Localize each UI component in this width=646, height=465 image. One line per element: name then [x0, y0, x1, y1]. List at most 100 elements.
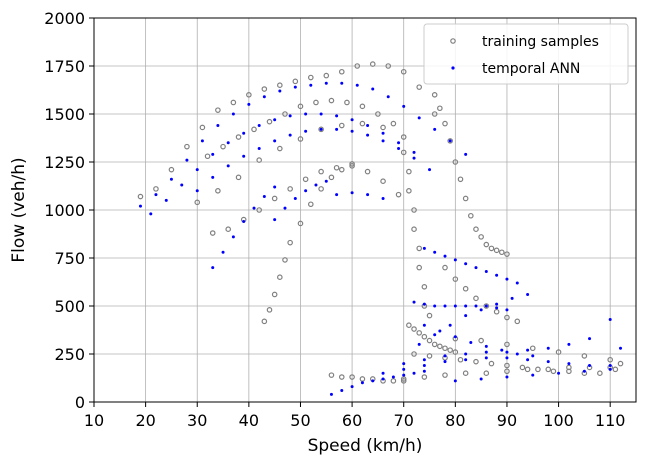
training-sample-point — [421, 374, 428, 380]
temporal-ann-point — [443, 354, 447, 358]
y-tick-label: 1750 — [44, 57, 85, 76]
temporal-ann-point — [149, 212, 153, 216]
x-tick-label: 70 — [394, 411, 414, 430]
temporal-ann-point — [448, 323, 452, 327]
training-sample-point — [349, 163, 355, 169]
training-sample-point — [493, 308, 500, 315]
training-sample-point — [297, 103, 304, 110]
temporal-ann-point — [464, 358, 468, 362]
training-sample-point — [493, 247, 500, 254]
temporal-ann-point — [588, 364, 592, 368]
training-sample-point — [498, 249, 505, 256]
legend-marker-training-samples — [450, 38, 456, 44]
training-sample-point — [452, 159, 459, 165]
temporal-ann-point — [453, 379, 457, 383]
temporal-ann-point — [397, 147, 401, 151]
temporal-ann-point — [211, 266, 215, 270]
temporal-ann-point — [433, 304, 437, 308]
temporal-ann-point — [526, 348, 530, 352]
training-sample-point — [277, 274, 283, 281]
training-sample-point — [199, 124, 206, 131]
temporal-ann-point — [350, 191, 354, 195]
temporal-ann-point — [324, 179, 328, 183]
training-sample-point — [338, 374, 345, 380]
temporal-ann-point — [422, 302, 426, 306]
series-0 — [137, 61, 624, 384]
training-sample-point — [282, 111, 288, 117]
training-sample-point — [302, 176, 309, 183]
training-sample-point — [400, 149, 407, 156]
training-sample-point — [607, 356, 613, 363]
data-points — [137, 61, 624, 396]
training-sample-point — [153, 186, 159, 192]
temporal-ann-point — [495, 306, 499, 310]
training-sample-point — [478, 234, 484, 240]
training-sample-point — [416, 264, 423, 271]
temporal-ann-point — [531, 373, 535, 377]
temporal-ann-point — [273, 118, 277, 122]
temporal-ann-point — [443, 254, 447, 258]
training-sample-point — [194, 199, 201, 206]
training-sample-point — [344, 99, 350, 106]
temporal-ann-point — [402, 367, 406, 371]
temporal-ann-point — [422, 246, 426, 250]
temporal-ann-point — [242, 220, 246, 224]
temporal-ann-point — [231, 112, 235, 116]
training-sample-point — [277, 82, 283, 89]
training-sample-point — [328, 372, 335, 378]
y-tick-label: 250 — [54, 345, 85, 364]
training-sample-point — [566, 364, 572, 371]
training-sample-point — [375, 111, 381, 117]
temporal-ann-point — [371, 379, 375, 383]
training-sample-point — [297, 220, 304, 227]
training-sample-point — [462, 370, 469, 377]
temporal-ann-point — [608, 367, 612, 371]
training-sample-point — [282, 257, 288, 263]
training-sample-point — [364, 168, 371, 175]
training-sample-point — [338, 122, 345, 129]
training-sample-point — [390, 378, 397, 384]
temporal-ann-point — [273, 218, 277, 222]
x-tick-label: 90 — [497, 411, 517, 430]
temporal-ann-point — [319, 127, 323, 131]
training-sample-point — [271, 291, 278, 298]
temporal-ann-point — [484, 350, 488, 354]
temporal-ann-point — [417, 116, 421, 120]
temporal-ann-point — [505, 277, 509, 281]
training-sample-point — [545, 366, 552, 373]
temporal-ann-point — [340, 81, 344, 85]
training-sample-point — [483, 370, 490, 377]
training-sample-point — [390, 120, 397, 127]
temporal-ann-point — [510, 296, 514, 300]
temporal-ann-point — [428, 168, 432, 172]
temporal-ann-point — [619, 346, 623, 350]
y-tick-label: 1250 — [44, 153, 85, 172]
legend-label-temporal-ann: temporal ANN — [482, 61, 580, 77]
training-sample-point — [442, 264, 448, 271]
y-tick-label: 1000 — [44, 201, 85, 220]
training-sample-point — [488, 245, 495, 252]
training-sample-point — [504, 368, 510, 375]
x-tick-label: 110 — [595, 411, 626, 430]
training-sample-point — [473, 295, 479, 302]
temporal-ann-point — [319, 112, 323, 116]
temporal-ann-point — [474, 266, 478, 270]
training-sample-point — [488, 360, 495, 367]
training-sample-point — [256, 157, 262, 163]
training-sample-point — [287, 239, 293, 246]
training-sample-point — [287, 186, 293, 192]
training-sample-point — [514, 318, 521, 325]
training-sample-point — [437, 105, 443, 112]
training-sample-point — [261, 86, 268, 92]
temporal-ann-point — [211, 175, 215, 179]
temporal-ann-point — [469, 340, 473, 344]
training-sample-point — [416, 245, 423, 252]
temporal-ann-point — [381, 371, 385, 375]
temporal-ann-point — [515, 352, 519, 356]
training-sample-point — [437, 343, 443, 350]
training-sample-point — [184, 143, 190, 150]
temporal-ann-point — [464, 262, 468, 266]
training-sample-point — [447, 347, 453, 353]
temporal-ann-point — [381, 377, 385, 381]
training-sample-point — [421, 283, 428, 290]
